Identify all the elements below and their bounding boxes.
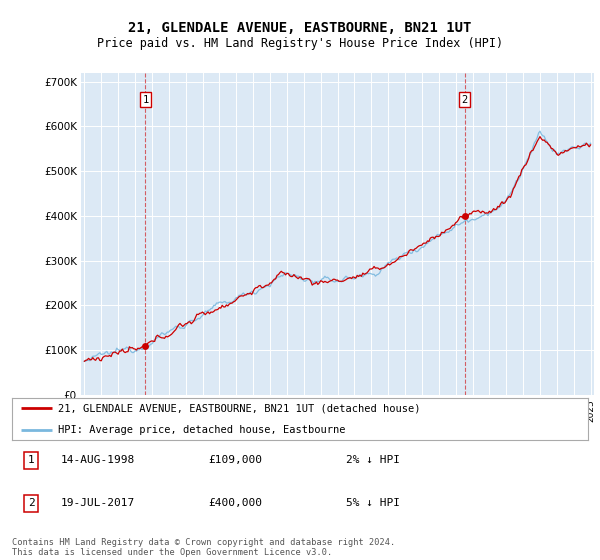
Text: 2: 2 xyxy=(28,498,34,508)
Text: 1: 1 xyxy=(28,455,34,465)
Text: 2: 2 xyxy=(461,95,468,105)
Text: 5% ↓ HPI: 5% ↓ HPI xyxy=(346,498,400,508)
Text: Price paid vs. HM Land Registry's House Price Index (HPI): Price paid vs. HM Land Registry's House … xyxy=(97,37,503,50)
Text: 19-JUL-2017: 19-JUL-2017 xyxy=(61,498,135,508)
Text: £400,000: £400,000 xyxy=(208,498,262,508)
Text: 14-AUG-1998: 14-AUG-1998 xyxy=(61,455,135,465)
Text: Contains HM Land Registry data © Crown copyright and database right 2024.
This d: Contains HM Land Registry data © Crown c… xyxy=(12,538,395,557)
Text: 2% ↓ HPI: 2% ↓ HPI xyxy=(346,455,400,465)
Text: 1: 1 xyxy=(142,95,149,105)
Text: 21, GLENDALE AVENUE, EASTBOURNE, BN21 1UT (detached house): 21, GLENDALE AVENUE, EASTBOURNE, BN21 1U… xyxy=(58,403,421,413)
Text: HPI: Average price, detached house, Eastbourne: HPI: Average price, detached house, East… xyxy=(58,426,346,435)
Text: 21, GLENDALE AVENUE, EASTBOURNE, BN21 1UT: 21, GLENDALE AVENUE, EASTBOURNE, BN21 1U… xyxy=(128,21,472,35)
Text: £109,000: £109,000 xyxy=(208,455,262,465)
